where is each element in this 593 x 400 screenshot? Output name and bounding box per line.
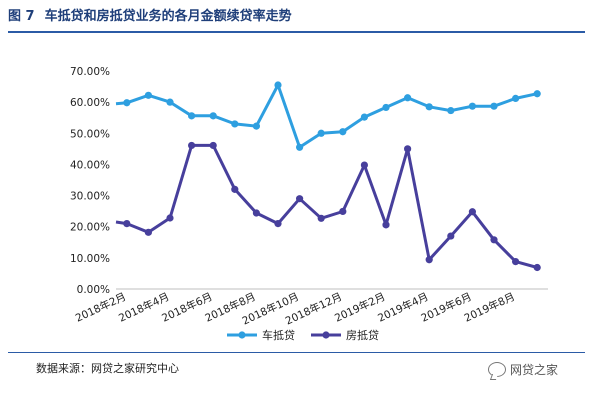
legend-label: 车抵贷 — [262, 328, 295, 342]
data-point — [511, 94, 520, 103]
y-tick-label: 20.00% — [70, 222, 110, 234]
legend-label: 房抵贷 — [346, 328, 379, 342]
legend-item-1: 车抵贷 — [227, 328, 295, 342]
data-point — [490, 236, 498, 244]
data-point — [209, 112, 217, 120]
data-point — [274, 220, 282, 228]
wechat-icon — [488, 362, 506, 377]
data-point — [188, 141, 196, 150]
line-chart: 0.00% 10.00% 20.00% 30.00% 40.00% 50.00% 60.00… — [70, 66, 548, 342]
y-axis: 0.00% 10.00% 20.00% 30.00% 40.00% 50.00% 60.00… — [70, 66, 110, 296]
y-tick-label: 40.00% — [70, 159, 110, 171]
series-layer — [115, 81, 541, 272]
data-point — [144, 91, 152, 99]
data-point — [317, 214, 325, 222]
data-point — [382, 221, 390, 229]
data-point — [490, 102, 498, 110]
data-point — [296, 195, 304, 203]
x-axis: 2018年2月2018年4月2018年6月2018年8月2018年10月2018… — [73, 288, 548, 328]
legend-item-2: 房抵贷 — [311, 328, 379, 342]
data-point — [123, 99, 131, 107]
watermark-text: 网贷之家 — [510, 363, 559, 377]
legend-marker — [322, 331, 330, 339]
data-point — [382, 103, 390, 112]
figure-title-text: 车抵贷和房抵贷业务的各月金额续贷率走势 — [44, 9, 292, 24]
data-point — [274, 81, 282, 89]
series-line — [115, 83, 538, 149]
data-point — [166, 214, 174, 222]
data-point — [360, 161, 368, 169]
series-line — [115, 143, 538, 269]
data-point — [188, 112, 196, 120]
series-1 — [115, 81, 541, 151]
data-point — [447, 232, 455, 240]
data-point — [447, 106, 455, 115]
data-point — [360, 113, 368, 121]
data-point — [252, 122, 260, 130]
data-point — [144, 228, 152, 236]
figure-title: 图 7 车抵贷和房抵贷业务的各月金额续贷率走势 — [8, 6, 292, 28]
y-tick-label: 50.00% — [70, 128, 110, 140]
y-tick-label: 0.00% — [77, 284, 110, 296]
data-point — [533, 90, 541, 98]
y-tick-label: 60.00% — [70, 97, 110, 109]
data-point — [425, 103, 433, 111]
data-point — [404, 145, 412, 153]
y-tick-label: 70.00% — [70, 66, 110, 78]
data-point — [339, 207, 347, 216]
data-point — [296, 143, 304, 151]
data-source: 数据来源：网贷之家研究中心 — [36, 362, 179, 375]
data-point — [209, 141, 217, 150]
watermark: 网贷之家 — [488, 361, 558, 378]
y-tick-label: 30.00% — [70, 191, 110, 203]
data-point — [339, 128, 347, 136]
data-point — [468, 208, 476, 216]
bottom-rule — [8, 352, 585, 353]
data-point — [231, 120, 239, 128]
data-point — [511, 257, 520, 266]
data-point — [468, 102, 476, 110]
y-tick-label: 10.00% — [70, 253, 110, 265]
top-rule — [8, 31, 585, 33]
legend-marker — [238, 331, 246, 339]
data-point — [404, 94, 412, 102]
data-point — [252, 209, 260, 217]
data-point — [166, 98, 174, 106]
data-point — [231, 185, 239, 193]
figure-number: 图 7 — [8, 9, 35, 24]
series-2 — [115, 141, 541, 272]
legend: 车抵贷 房抵贷 — [227, 328, 379, 342]
data-point — [317, 129, 325, 137]
data-point — [533, 263, 541, 272]
data-point — [123, 220, 131, 228]
data-point — [425, 256, 433, 264]
